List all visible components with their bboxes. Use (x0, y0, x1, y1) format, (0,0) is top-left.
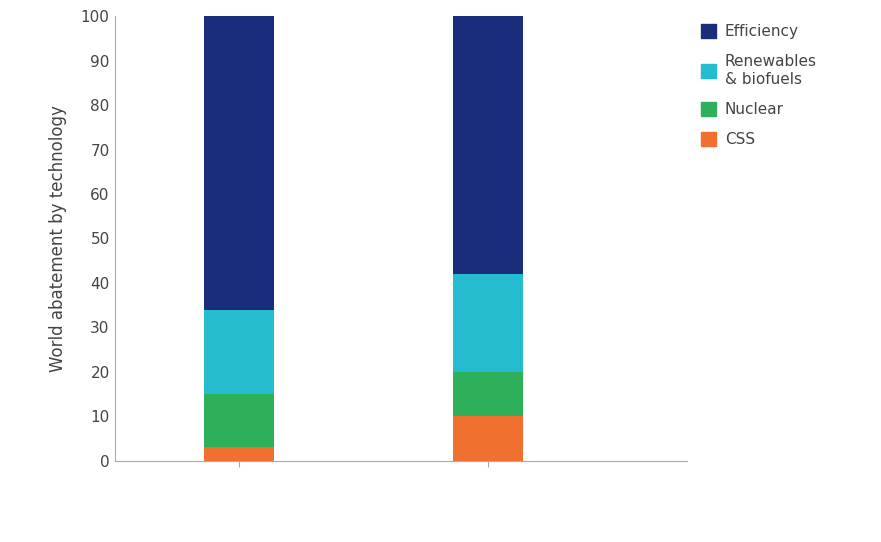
Bar (204, 394, 274, 447)
Y-axis label: World abatement by technology: World abatement by technology (49, 105, 67, 372)
Bar (453, 372, 522, 416)
Bar (453, 16, 522, 274)
Bar (453, 416, 522, 461)
Bar (204, 16, 274, 309)
Bar (204, 447, 274, 461)
Bar (453, 274, 522, 372)
Bar (204, 309, 274, 394)
Legend: Efficiency, Renewables
& biofuels, Nuclear, CSS: Efficiency, Renewables & biofuels, Nucle… (700, 24, 817, 147)
